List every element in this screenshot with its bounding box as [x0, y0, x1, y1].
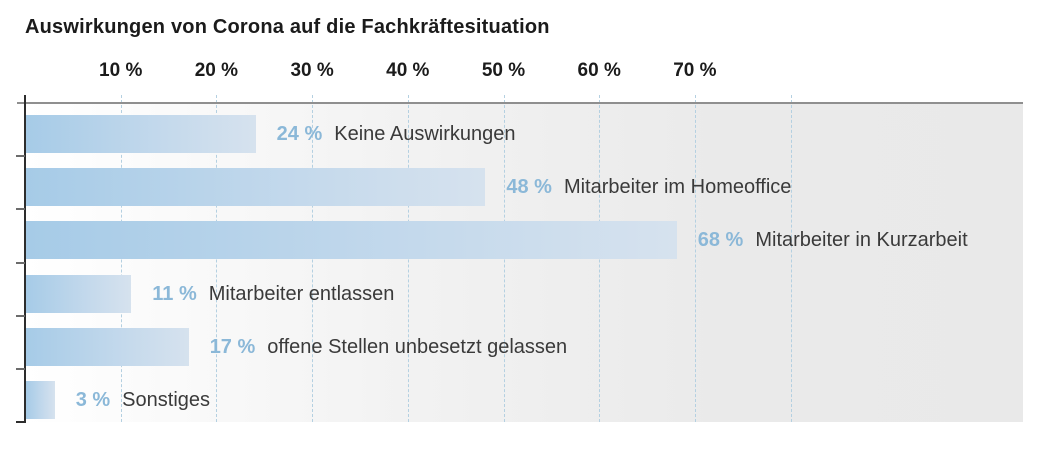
bar-row: 17 % offene Stellen unbesetzt gelassen — [25, 327, 1025, 366]
bar-value: 48 % — [506, 176, 552, 199]
bar-category: Mitarbeiter im Homeoffice — [563, 176, 792, 199]
bar-row: 24 % Keine Auswirkungen — [25, 115, 1025, 153]
bar-label: 68 % Mitarbeiter in Kurzarbeit — [698, 221, 968, 259]
chart-title: Auswirkungen von Corona auf die Fachkräf… — [25, 16, 550, 38]
bar — [26, 115, 256, 153]
bar-value: 68 % — [697, 229, 744, 252]
bar-category: Sonstiges — [122, 389, 211, 411]
bar-label: 3 % Sonstiges — [76, 381, 210, 419]
bar-label: 24 % Keine Auswirkungen — [277, 115, 516, 153]
bar-row: 48 % Mitarbeiter im Homeoffice — [25, 168, 1025, 207]
bar-label: 11 % Mitarbeiter entlassen — [152, 275, 394, 313]
x-axis-tick-label: 70 % — [673, 60, 717, 81]
x-axis-tick-label: 20 % — [194, 60, 239, 81]
x-axis-tick-label: 50 % — [481, 60, 526, 81]
x-axis-tick-label: 60 % — [577, 60, 621, 81]
bar-row: 3 % Sonstiges — [25, 381, 1025, 419]
x-axis-tick-label: 10 % — [99, 60, 143, 81]
bar-label: 17 % offene Stellen unbesetzt gelassen — [210, 328, 567, 366]
bar — [26, 381, 55, 419]
y-axis-tick — [16, 421, 25, 424]
bar-category: Mitarbeiter entlassen — [208, 282, 395, 305]
y-axis-tick — [16, 368, 25, 370]
bar — [26, 168, 486, 207]
bar-category: Mitarbeiter in Kurzarbeit — [755, 229, 968, 252]
y-axis-tick — [16, 155, 25, 158]
bar-category: Keine Auswirkungen — [334, 123, 516, 145]
bar-value: 11 % — [152, 282, 197, 305]
bar-value: 17 % — [209, 335, 256, 358]
bar-value: 3 % — [75, 389, 111, 411]
plot-area — [25, 103, 1023, 422]
x-axis-tick-label: 30 % — [290, 60, 334, 81]
y-axis-tick — [16, 208, 25, 211]
bar-value: 24 % — [276, 123, 323, 145]
bar-category: offene Stellen unbesetzt gelassen — [267, 335, 568, 358]
bar — [26, 327, 189, 366]
x-axis-line — [17, 102, 1023, 104]
bar-row: 68 % Mitarbeiter in Kurzarbeit — [25, 221, 1025, 260]
bar-row: 11 % Mitarbeiter entlassen — [25, 274, 1025, 313]
x-axis-tick-label: 40 % — [386, 60, 430, 81]
bar — [26, 221, 677, 260]
y-axis-tick — [16, 314, 25, 317]
y-axis-tick — [16, 261, 25, 264]
x-axis: 10 % 20 % 30 % 40 % 50 % 60 % 70 % — [0, 60, 1041, 88]
y-axis-line — [24, 95, 26, 423]
bar-label: 48 % Mitarbeiter im Homeoffice — [506, 168, 791, 206]
bar — [26, 274, 132, 313]
